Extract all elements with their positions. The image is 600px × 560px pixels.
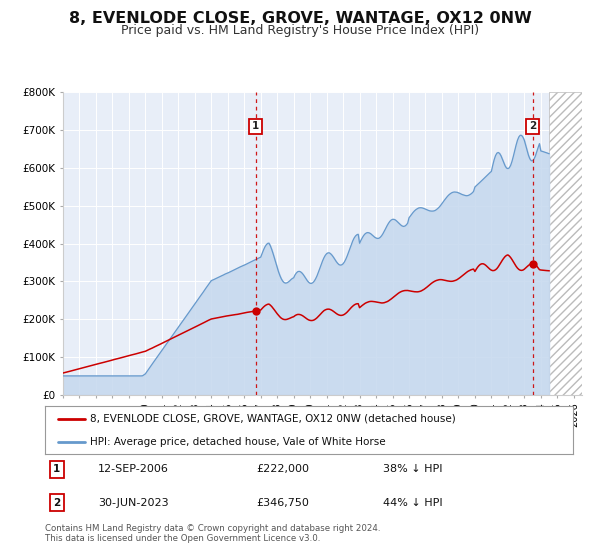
Text: £222,000: £222,000 bbox=[256, 464, 309, 474]
Text: 30-JUN-2023: 30-JUN-2023 bbox=[98, 498, 169, 508]
Text: 2: 2 bbox=[53, 498, 60, 508]
Text: 38% ↓ HPI: 38% ↓ HPI bbox=[383, 464, 442, 474]
Text: 1: 1 bbox=[253, 122, 260, 132]
Text: £346,750: £346,750 bbox=[256, 498, 309, 508]
Bar bbox=[549, 92, 582, 395]
Text: HPI: Average price, detached house, Vale of White Horse: HPI: Average price, detached house, Vale… bbox=[90, 437, 386, 447]
Text: 2: 2 bbox=[529, 122, 536, 132]
Text: 8, EVENLODE CLOSE, GROVE, WANTAGE, OX12 0NW: 8, EVENLODE CLOSE, GROVE, WANTAGE, OX12 … bbox=[68, 11, 532, 26]
Text: 8, EVENLODE CLOSE, GROVE, WANTAGE, OX12 0NW (detached house): 8, EVENLODE CLOSE, GROVE, WANTAGE, OX12 … bbox=[90, 414, 455, 424]
Text: 12-SEP-2006: 12-SEP-2006 bbox=[98, 464, 169, 474]
Text: This data is licensed under the Open Government Licence v3.0.: This data is licensed under the Open Gov… bbox=[45, 534, 320, 543]
Text: Contains HM Land Registry data © Crown copyright and database right 2024.: Contains HM Land Registry data © Crown c… bbox=[45, 524, 380, 533]
Text: 44% ↓ HPI: 44% ↓ HPI bbox=[383, 498, 443, 508]
Text: 1: 1 bbox=[53, 464, 60, 474]
Text: Price paid vs. HM Land Registry's House Price Index (HPI): Price paid vs. HM Land Registry's House … bbox=[121, 24, 479, 36]
